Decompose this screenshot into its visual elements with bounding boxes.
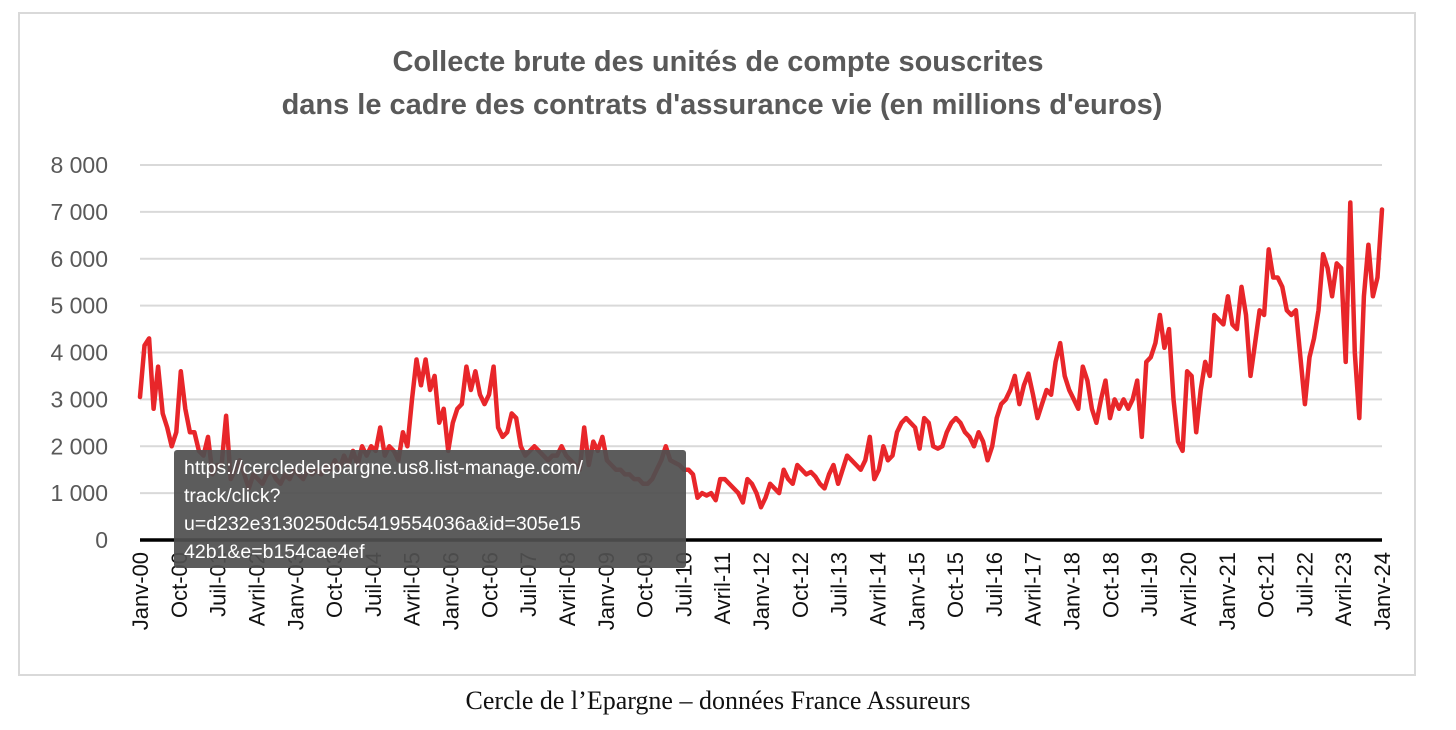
- chart-caption: Cercle de l’Epargne – données France Ass…: [465, 686, 971, 715]
- gridlines: [140, 164, 1382, 495]
- x-tick-label: Juil-22: [1292, 552, 1317, 617]
- y-axis-ticks: 0 1 000 2 000 3 000 4 000 5 000 6 000 7 000 8 00…: [50, 152, 108, 553]
- y-tick-label: 4 000: [50, 340, 108, 366]
- tooltip-line: track/click?: [184, 485, 281, 507]
- x-tick-label: Janv-21: [1215, 552, 1240, 630]
- x-tick-label: Janv-18: [1060, 552, 1085, 630]
- x-tick-label: Juil-16: [982, 552, 1007, 617]
- x-tick-label: Avril-11: [710, 552, 735, 625]
- x-axis-ticks: Janv-00 Oct-00 Juil-01 Avril-02 Janv-03 Oct-0…: [128, 552, 1395, 630]
- y-tick-label: 6 000: [50, 246, 108, 272]
- x-tick-label: Oct-12: [788, 552, 813, 618]
- x-tick-label: Janv-24: [1370, 552, 1395, 630]
- x-tick-label: Oct-21: [1254, 552, 1279, 618]
- x-tick-label: Avril-23: [1331, 552, 1356, 626]
- y-tick-label: 8 000: [50, 152, 108, 178]
- x-tick-label: Avril-17: [1021, 552, 1046, 626]
- x-tick-label: Oct-15: [943, 552, 968, 618]
- tooltip-line: u=d232e3130250dc5419554036a&id=305e15: [184, 513, 581, 535]
- x-tick-label: Juil-19: [1137, 552, 1162, 617]
- x-tick-label: Juil-13: [827, 552, 852, 617]
- x-tick-label: Oct-18: [1098, 552, 1123, 618]
- chart-title-line-2: dans le cadre des contrats d'assurance v…: [282, 89, 1163, 121]
- y-tick-label: 0: [95, 527, 108, 553]
- x-tick-label: Janv-12: [749, 552, 774, 630]
- y-tick-label: 3 000: [50, 386, 108, 412]
- x-tick-label: Avril-20: [1176, 552, 1201, 626]
- x-tick-label: Avril-14: [865, 552, 890, 626]
- x-tick-label: Janv-00: [128, 552, 153, 630]
- y-tick-label: 2 000: [50, 433, 108, 459]
- tooltip-line: https://cercledelepargne.us8.list-manage…: [184, 457, 583, 479]
- y-tick-label: 5 000: [50, 293, 108, 319]
- y-tick-label: 7 000: [50, 199, 108, 225]
- link-tooltip: https://cercledelepargne.us8.list-manage…: [174, 450, 686, 568]
- tooltip-line: 42b1&e=b154cae4ef: [184, 541, 365, 563]
- x-tick-label: Janv-15: [904, 552, 929, 630]
- chart-title-line-1: Collecte brute des unités de compte sous…: [392, 46, 1043, 78]
- y-tick-label: 1 000: [50, 480, 108, 506]
